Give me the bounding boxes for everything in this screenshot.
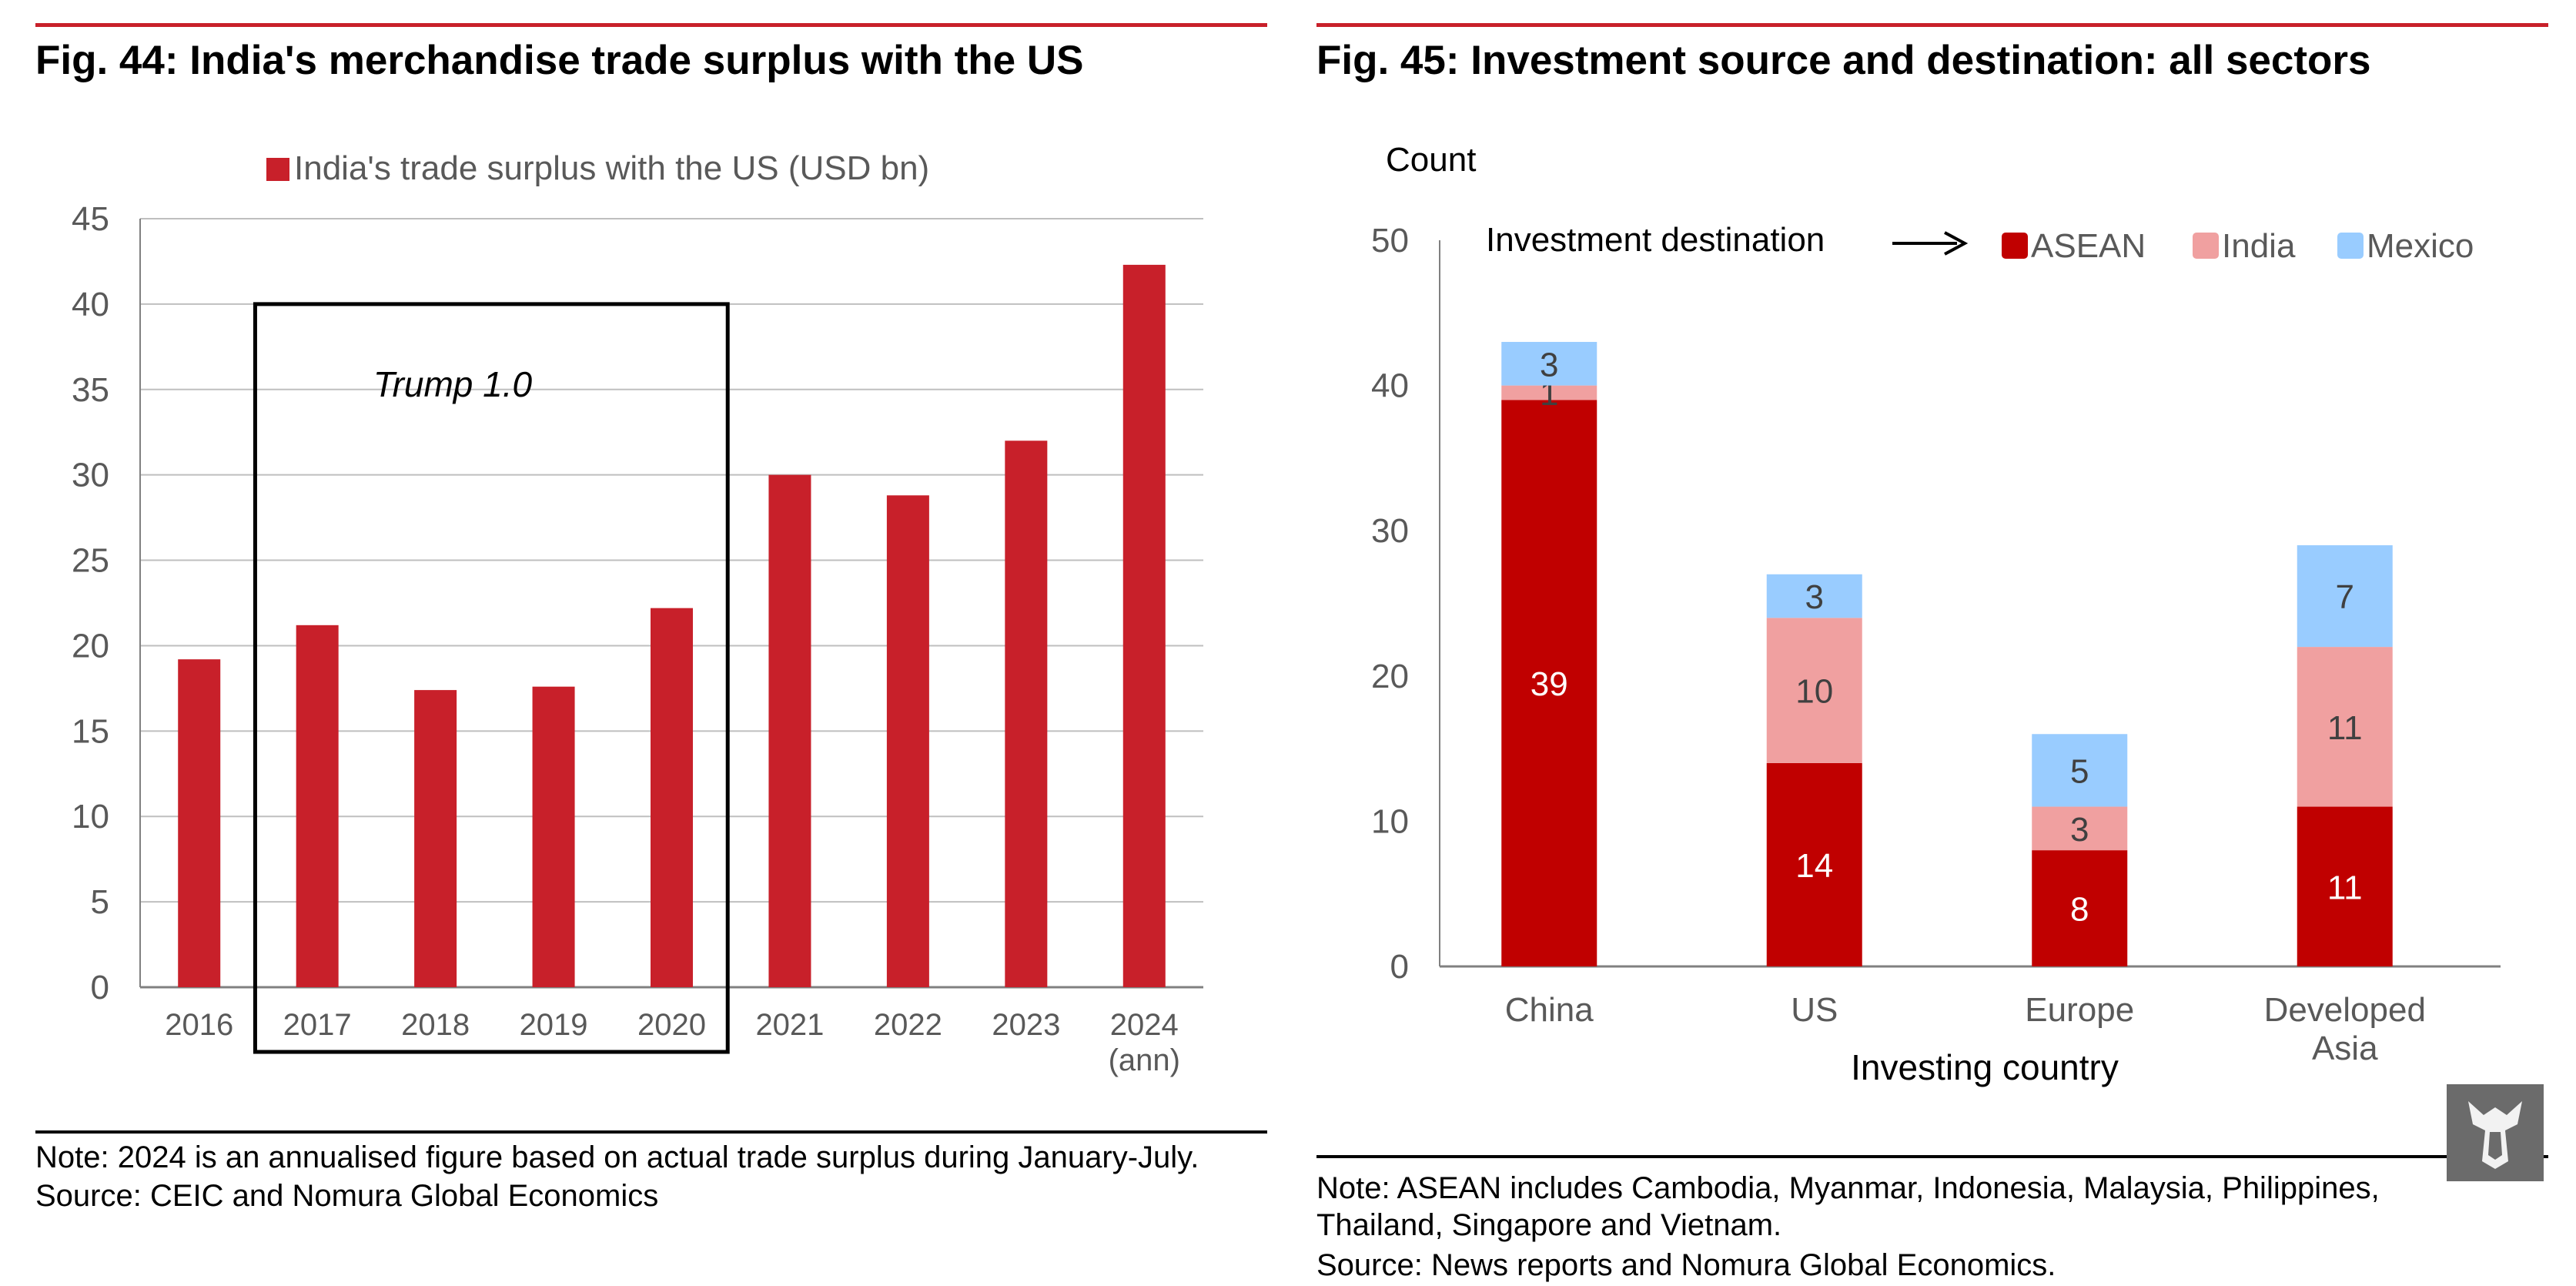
legend-label: India's trade surplus with the US (USD b… [294,149,929,187]
figure-45-panel: Fig. 45: Investment source and destinati… [1309,0,2576,1286]
bar-segment-mexico [1501,342,1597,386]
bar-segment-india [2032,806,2128,851]
data-label: 14 [1795,847,1833,885]
legend-swatch [2337,233,2364,259]
figure-44-top-rule [35,23,1267,27]
bar-segment-mexico [1766,574,1862,618]
y-tick-label: 30 [1371,512,1409,550]
data-label: 3 [2070,811,2089,849]
x-tick-label: 2024 [1110,1008,1179,1042]
data-label: 3 [1805,578,1824,616]
legend-label: Mexico [2367,227,2474,265]
x-tick-label: Asia [2312,1030,2378,1067]
y-axis-title: Count [1386,141,1476,179]
bar-segment-asean [2032,850,2128,966]
bar-segment-asean [1766,762,1862,966]
x-tick-label: Europe [2025,991,2134,1029]
x-tick-label: 2023 [992,1008,1060,1042]
arrow-right-icon [1944,231,1969,256]
x-axis-title: Investing country [1851,1047,2119,1087]
bar [532,686,575,987]
bar [296,625,339,987]
figure-45-note-line-1: Note: ASEAN includes Cambodia, Myanmar, … [1316,1171,2380,1205]
figure-45-top-rule [1316,23,2548,27]
bar-segment-asean [2297,806,2393,966]
data-label: 39 [1531,665,1568,703]
figure-45-title: Fig. 45: Investment source and destinati… [1316,38,2371,83]
figure-44-title: Fig. 44: India's merchandise trade surpl… [35,38,1084,83]
bar-segment-mexico [2032,734,2128,807]
x-tick-label: US [1791,991,1838,1029]
stylized-animal-logo-icon [2447,1084,2544,1181]
legend-label: ASEAN [2031,227,2146,265]
y-tick-label: 30 [72,457,109,494]
y-tick-label: 25 [72,542,109,580]
annotation-label: Trump 1.0 [373,364,533,404]
x-tick-label: 2022 [874,1008,942,1042]
y-tick-label: 40 [1371,367,1409,405]
figure-44-source: Source: CEIC and Nomura Global Economics [35,1179,659,1213]
legend-title: Investment destination [1486,221,1825,259]
x-tick-label: 2017 [283,1008,352,1042]
y-tick-label: 0 [91,969,109,1006]
y-tick-label: 5 [91,883,109,921]
x-tick-label: 2016 [165,1008,233,1042]
x-tick-label: 2019 [520,1008,588,1042]
data-label: 11 [2327,709,2363,747]
bar [1005,440,1048,987]
x-tick-label: 2020 [637,1008,706,1042]
bar-segment-india [1501,385,1597,400]
y-tick-label: 0 [1390,948,1409,986]
x-tick-label: 2021 [755,1008,824,1042]
bar-segment-india [2297,647,2393,807]
legend-swatch [266,158,289,181]
trade-surplus-chart: 0 5 10 15 20 25 30 35 40 45 2016 2017 2018 2019 2020 20… [72,149,1203,1077]
legend-swatch [2193,233,2219,259]
figure-44-panel: Fig. 44: India's merchandise trade surpl… [35,23,1267,1213]
bar [178,659,221,987]
bar-segment-mexico [2297,545,2393,648]
x-tick-label: China [1505,991,1594,1029]
y-tick-label: 10 [1371,802,1409,840]
data-label: 11 [2327,869,2363,906]
bar [1122,264,1166,987]
data-label: 5 [2070,752,2089,790]
y-tick-label: 50 [1371,222,1409,260]
bar [651,608,693,987]
y-tick-label: 10 [72,798,109,836]
data-label: 7 [2336,578,2354,616]
y-tick-label: 15 [72,712,109,750]
data-label: 3 [1540,346,1558,383]
x-tick-label: Developed [2264,991,2426,1029]
legend-swatch [2002,233,2028,259]
figure-45-note-rule [1316,1155,2548,1158]
data-label: 8 [2070,891,2089,929]
y-tick-label: 45 [72,200,109,238]
bar-segment-india [1766,618,1862,763]
bar [414,690,457,987]
data-label: 10 [1795,673,1833,711]
x-tick-label: 2018 [401,1008,470,1042]
bar-segment-asean [1501,400,1597,966]
figure-45-note-line-2: Thailand, Singapore and Vietnam. [1316,1208,1782,1242]
y-tick-label: 35 [72,371,109,409]
bar [768,474,811,987]
annotation-box [253,302,730,1054]
figure-44-note: Note: 2024 is an annualised figure based… [35,1140,1199,1174]
bar [886,495,929,987]
figure-44-note-rule [35,1130,1267,1134]
y-tick-label: 20 [72,627,109,665]
x-tick-label: (ann) [1109,1043,1180,1077]
y-tick-label: 20 [1371,658,1409,695]
y-tick-label: 40 [72,286,109,323]
legend-label: India [2222,227,2296,265]
figure-45-source: Source: News reports and Nomura Global E… [1316,1248,2056,1282]
